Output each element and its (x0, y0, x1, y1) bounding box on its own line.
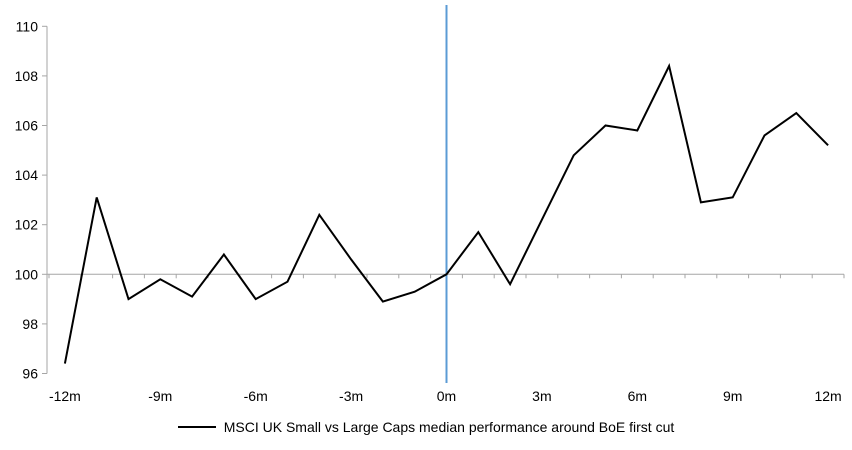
legend-label: MSCI UK Small vs Large Caps median perfo… (223, 419, 675, 435)
legend: MSCI UK Small vs Large Caps median perfo… (0, 419, 852, 435)
x-axis-label: 3m (532, 388, 551, 404)
x-axis-label: 9m (723, 388, 742, 404)
x-axis-label: 6m (628, 388, 647, 404)
x-axis-label: 0m (437, 388, 456, 404)
y-axis-label: 102 (15, 217, 39, 233)
y-axis-label: 104 (15, 167, 39, 183)
y-axis-label: 108 (15, 68, 39, 84)
x-axis-label: -9m (148, 388, 172, 404)
series-line (63, 63, 829, 364)
y-axis-label: 98 (22, 316, 38, 332)
x-axis-label: 12m (814, 388, 841, 404)
legend-line-sample-icon (177, 426, 216, 428)
y-axis-label: 96 (22, 366, 38, 382)
y-axis-label: 106 (15, 118, 39, 134)
x-axis-label: -6m (244, 388, 268, 404)
x-axis-label: -12m (49, 388, 81, 404)
x-axis-label: -3m (339, 388, 363, 404)
y-axis-label: 110 (16, 18, 39, 34)
y-axis-label: 100 (15, 266, 39, 282)
